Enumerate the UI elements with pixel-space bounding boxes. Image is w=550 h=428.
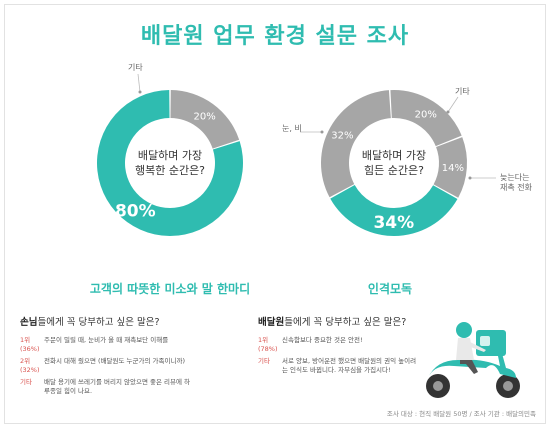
page-title: 배달원 업무 환경 설문 조사	[140, 24, 410, 49]
rider-advice-heading: 배달원들에게 꼭 당부하고 싶은 말은?	[258, 317, 407, 328]
customer-advice-heading: 손님들에게 꼭 당부하고 싶은 말은?	[20, 317, 160, 328]
callout-dot	[138, 90, 142, 94]
callout-dot	[446, 110, 450, 114]
rider-advice-panel: 배달원들에게 꼭 당부하고 싶은 말은? 1위 (78%) 신속함보다 중요한 것…	[258, 314, 438, 378]
slice-value-label: 80%	[115, 202, 156, 222]
donut-slice	[321, 90, 391, 198]
rider-advice-item: 기타 서로 양보, 방어운전 했으면 배달원의 권익 높이려는 인식도 바뀝니다.…	[258, 357, 417, 374]
rider-advice-item: 1위 (78%) 신속함보다 중요한 것은 안전!	[258, 336, 363, 353]
callout-dot	[320, 130, 324, 134]
slice-value-label: 20%	[415, 109, 437, 120]
right-late-callout-line2: 재촉 전화	[500, 183, 532, 192]
survey-source-note: 조사 대상 : 현직 배달원 50명 / 조사 기관 : 배달의민족	[386, 410, 536, 418]
slice-value-label: 14%	[442, 163, 464, 174]
callout-leader-line	[137, 73, 141, 93]
donut-center-title: 배달하며 가장	[362, 148, 426, 162]
customer-advice-item: 1위 (36%) 주문이 밀릴 때, 눈비가 올 때 재촉보단 이해를	[20, 336, 169, 353]
donut-center-title: 힘든 순간은?	[364, 164, 424, 177]
donut-slice	[330, 184, 458, 236]
donut-center-title: 배달하며 가장	[138, 148, 202, 162]
left-other-callout: 기타	[128, 63, 143, 72]
customer-advice-item: 2위 (32%) 전화시 대해 줬으면 (배달원도 누군가의 가족이니까)	[20, 357, 185, 374]
slice-value-label: 32%	[331, 130, 353, 141]
left-chart-caption: 고객의 따뜻한 미소와 말 한마디	[89, 282, 251, 296]
customer-advice-item: 기타 배달 용기에 쓰레기를 버리지 않았으면 좋은 리뷰에 하루종일 힘이 나요…	[20, 378, 191, 395]
right-late-callout-line1: 늦는다는	[500, 173, 530, 182]
slice-value-label: 34%	[373, 213, 414, 233]
donut-slice	[433, 137, 468, 198]
donut-center-title: 행복한 순간은?	[135, 164, 205, 177]
donut-slice	[97, 90, 244, 237]
slice-value-label: 20%	[194, 111, 216, 122]
delivery-scooter-illustration	[426, 322, 520, 398]
donut-slice	[390, 90, 462, 147]
right-chart-caption: 인격모독	[367, 282, 413, 296]
advice-section: 손님들에게 꼭 당부하고 싶은 말은? 1위 (36%) 주문이 밀릴 때, 눈비…	[14, 314, 534, 404]
customer-advice-panel: 손님들에게 꼭 당부하고 싶은 말은? 1위 (36%) 주문이 밀릴 때, 눈비…	[20, 314, 260, 399]
infographic-frame	[4, 4, 546, 424]
callout-lines	[137, 73, 496, 180]
right-snow-callout: 눈, 비	[282, 124, 302, 133]
right-other-callout: 기타	[455, 87, 470, 96]
callout-dot	[468, 176, 472, 180]
donut-slice	[170, 90, 240, 149]
callout-leader-line	[447, 96, 459, 113]
